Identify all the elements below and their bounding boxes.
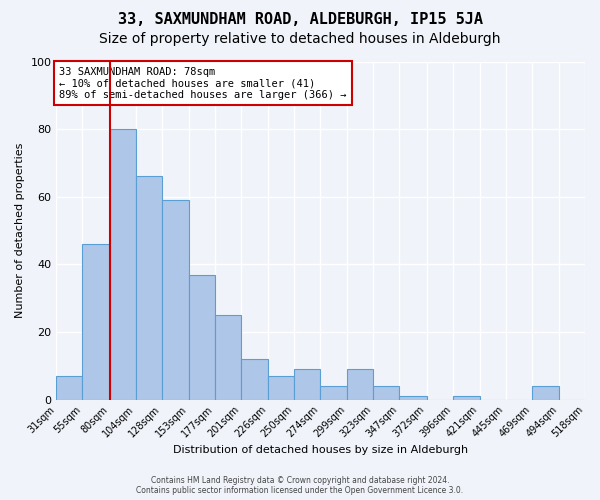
- Bar: [161, 200, 189, 400]
- Bar: [452, 396, 480, 400]
- Bar: [320, 386, 347, 400]
- Bar: [136, 176, 161, 400]
- Bar: [215, 315, 241, 400]
- Bar: [532, 386, 559, 400]
- Text: Contains HM Land Registry data © Crown copyright and database right 2024.
Contai: Contains HM Land Registry data © Crown c…: [136, 476, 464, 495]
- Text: 33 SAXMUNDHAM ROAD: 78sqm
← 10% of detached houses are smaller (41)
89% of semi-: 33 SAXMUNDHAM ROAD: 78sqm ← 10% of detac…: [59, 66, 347, 100]
- Text: Size of property relative to detached houses in Aldeburgh: Size of property relative to detached ho…: [99, 32, 501, 46]
- Bar: [241, 359, 268, 400]
- Bar: [56, 376, 82, 400]
- Y-axis label: Number of detached properties: Number of detached properties: [15, 143, 25, 318]
- X-axis label: Distribution of detached houses by size in Aldeburgh: Distribution of detached houses by size …: [173, 445, 468, 455]
- Text: 33, SAXMUNDHAM ROAD, ALDEBURGH, IP15 5JA: 33, SAXMUNDHAM ROAD, ALDEBURGH, IP15 5JA: [118, 12, 482, 28]
- Bar: [82, 244, 110, 400]
- Bar: [373, 386, 400, 400]
- Bar: [400, 396, 427, 400]
- Bar: [268, 376, 294, 400]
- Bar: [294, 369, 320, 400]
- Bar: [189, 274, 215, 400]
- Bar: [347, 369, 373, 400]
- Bar: [110, 129, 136, 400]
